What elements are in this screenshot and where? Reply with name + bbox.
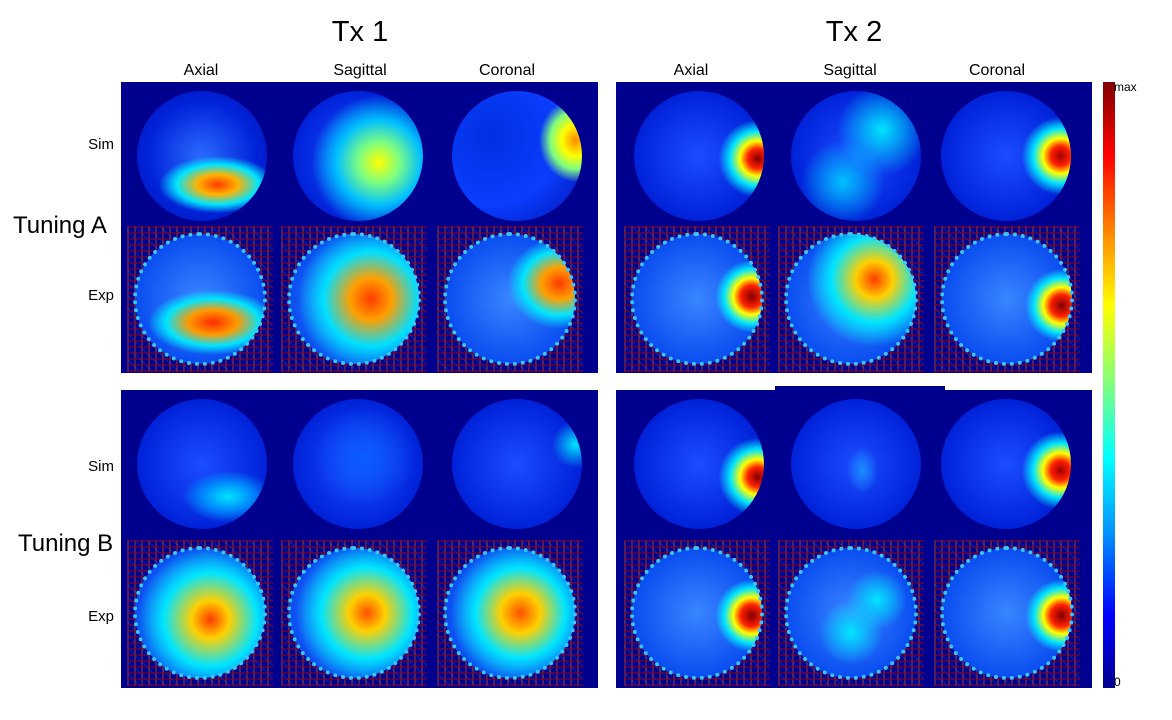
map-a-tx2-sim-coronal [941, 91, 1071, 221]
tx2-col-axial: Axial [673, 62, 709, 79]
map-b-tx1-sim-sagittal [293, 399, 423, 529]
map-b-tx2-exp-axial [624, 540, 770, 686]
map-a-tx1-sim-axial [137, 91, 267, 221]
panel-edge-line [775, 386, 945, 390]
tuning-b-label: Tuning B [18, 530, 114, 557]
row-label-exp-b: Exp [88, 608, 114, 625]
row-label-sim-b: Sim [88, 458, 114, 475]
tx1-col-sagittal: Sagittal [333, 62, 387, 79]
map-b-tx2-sim-coronal [941, 399, 1071, 529]
tx1-col-coronal: Coronal [478, 62, 536, 79]
map-b-tx1-sim-coronal [452, 399, 582, 529]
tx2-col-coronal: Coronal [968, 62, 1026, 79]
map-a-tx1-sim-sagittal [293, 91, 423, 221]
colorbar [1103, 82, 1115, 688]
colorbar-min-label: 0 [1114, 675, 1121, 689]
tx1-col-axial: Axial [183, 62, 219, 79]
map-a-tx2-exp-coronal [934, 226, 1080, 372]
map-b-tx2-exp-coronal [934, 540, 1080, 686]
panel-tuning-b-tx2 [616, 390, 1092, 688]
map-a-tx1-exp-sagittal [281, 226, 427, 372]
map-a-tx2-sim-sagittal [791, 91, 921, 221]
map-b-tx1-exp-axial [127, 540, 273, 686]
panel-tuning-b-tx1 [121, 390, 598, 688]
map-a-tx1-exp-coronal [437, 226, 583, 372]
panel-tuning-a-tx2 [616, 82, 1092, 373]
tuning-a-label: Tuning A [13, 212, 107, 239]
map-a-tx2-exp-axial [624, 226, 770, 372]
panel-tuning-a-tx1 [121, 82, 598, 373]
map-a-tx2-sim-axial [634, 91, 764, 221]
map-b-tx1-exp-coronal [437, 540, 583, 686]
row-label-sim-a: Sim [88, 136, 114, 153]
map-b-tx2-sim-sagittal [791, 399, 921, 529]
tx2-title: Tx 2 [825, 16, 883, 48]
tx2-col-sagittal: Sagittal [823, 62, 877, 79]
map-a-tx1-sim-coronal [452, 91, 582, 221]
map-b-tx2-sim-axial [634, 399, 764, 529]
map-b-tx1-sim-axial [137, 399, 267, 529]
map-b-tx2-exp-sagittal [778, 540, 924, 686]
map-a-tx2-exp-sagittal [778, 226, 924, 372]
map-a-tx1-exp-axial [127, 226, 273, 372]
colorbar-max-label: max [1114, 80, 1137, 94]
tx1-title: Tx 1 [331, 16, 389, 48]
row-label-exp-a: Exp [88, 287, 114, 304]
map-b-tx1-exp-sagittal [281, 540, 427, 686]
